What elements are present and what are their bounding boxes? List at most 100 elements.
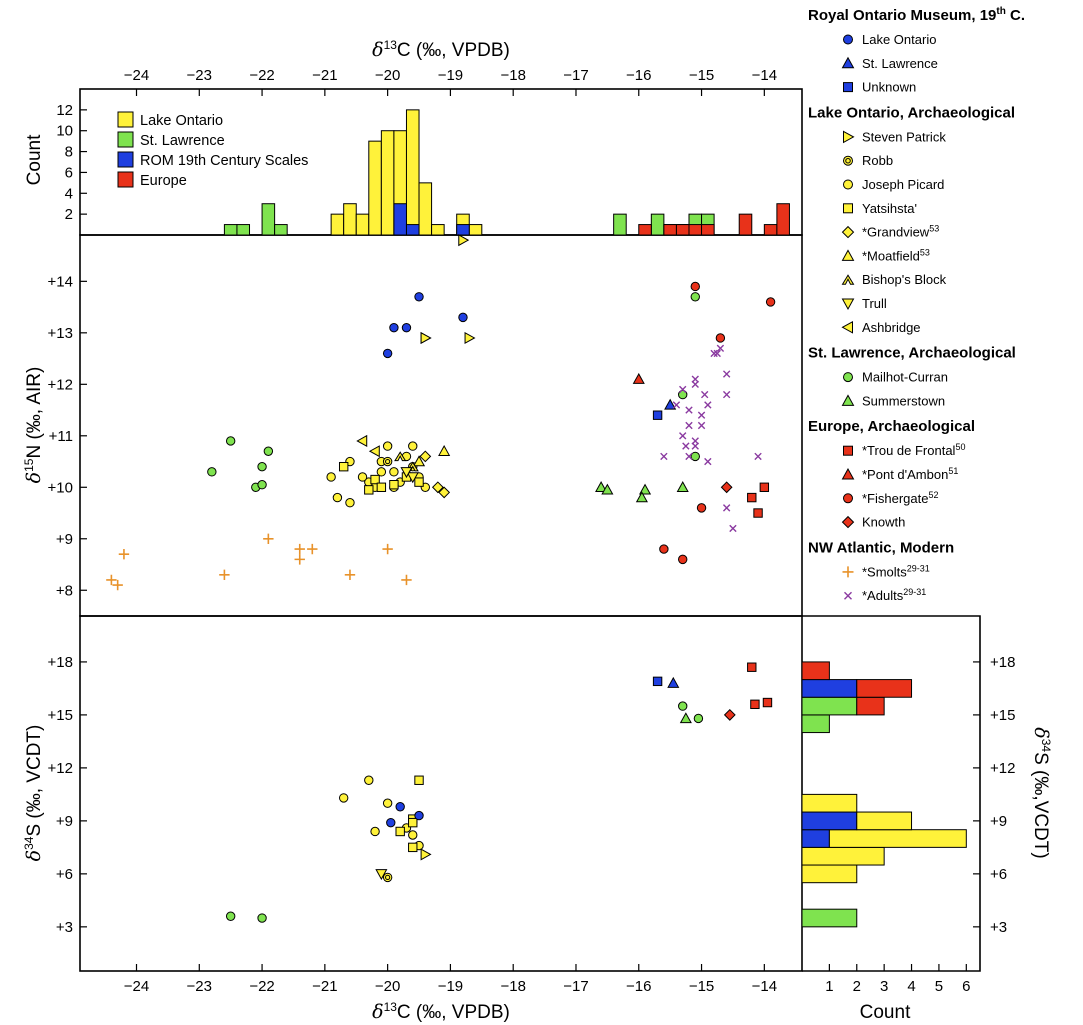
- nitrogen-axis-title: δ15N (‰, AIR): [22, 367, 45, 484]
- data-point-mailhot: [257, 461, 267, 472]
- data-point-yats: [414, 775, 424, 785]
- data-point-trull: [400, 467, 413, 479]
- data-point-yats: [389, 480, 399, 490]
- data-point-adult: [672, 401, 681, 409]
- data-point-knowth: [720, 481, 733, 494]
- legend-swatch-lake-ontario: [117, 111, 134, 128]
- data-point-grand: [438, 486, 451, 499]
- y-tick-label-sulfur-right: +3: [990, 919, 1007, 936]
- data-point-lo-rom: [458, 312, 468, 323]
- data-point-adult: [682, 442, 690, 450]
- data-point-adult: [710, 349, 718, 358]
- top-hist-bar: [236, 224, 251, 236]
- right-histogram-frame: [802, 615, 981, 972]
- data-point-joseph: [326, 472, 336, 482]
- data-point-adult: [679, 385, 687, 394]
- x-tick-label-top: −18: [500, 67, 525, 84]
- data-point-summers: [601, 483, 614, 495]
- y-tick-label-count: 10: [56, 123, 73, 140]
- legend-item-label: *Trou de Frontal50: [862, 442, 965, 458]
- data-point-joseph: [382, 798, 393, 808]
- y-tick-label-sulfur-right: +12: [990, 760, 1015, 777]
- legend-marker-grand: [841, 225, 855, 239]
- y-tick-label-nitrogen: +9: [56, 531, 73, 548]
- data-point-unknown: [652, 410, 663, 420]
- data-point-trou: [747, 492, 757, 503]
- y-tick-label-nitrogen: +13: [48, 325, 73, 342]
- data-point-trou: [759, 482, 770, 492]
- data-point-lo-rom: [414, 292, 424, 302]
- legend-section-heading: Royal Ontario Museum, 19th C.: [808, 6, 1025, 24]
- data-point-smolt: [112, 579, 123, 591]
- data-point-yats: [408, 842, 418, 853]
- data-point-smolt: [307, 543, 318, 555]
- data-point-mailhot: [690, 451, 700, 462]
- legend-section-heading: St. Lawrence, Archaeological: [808, 345, 1016, 362]
- top-hist-bar: [405, 109, 420, 236]
- data-point-smolt: [263, 533, 274, 544]
- data-point-summers: [595, 481, 608, 492]
- x-tick-label-bottom: −14: [752, 978, 777, 995]
- data-point-joseph: [370, 826, 380, 837]
- data-point-joseph: [389, 467, 399, 477]
- right-hist-bar: [801, 714, 830, 734]
- data-point-adult: [691, 375, 699, 383]
- top-hist-bar: [701, 224, 715, 236]
- data-point-joseph: [338, 793, 349, 803]
- data-point-mailhot: [207, 467, 217, 477]
- top-hist-bar: [405, 224, 420, 236]
- data-point-smolt: [219, 569, 230, 581]
- top-hist-bar: [355, 213, 370, 236]
- right-hist-bar: [801, 679, 858, 698]
- data-point-joseph: [332, 492, 343, 503]
- data-point-smolt: [294, 543, 305, 555]
- data-point-mailhot: [225, 911, 236, 921]
- data-point-joseph: [408, 830, 418, 840]
- legend-marker-unknown: [843, 82, 853, 93]
- legend-section-heading: Lake Ontario, Archaeological: [808, 104, 1015, 121]
- x-tick-label-top: −22: [249, 67, 274, 84]
- legend-item-label: Trull: [862, 296, 887, 311]
- right-hist-bar: [856, 696, 885, 716]
- data-point-mailhot: [693, 713, 704, 724]
- data-point-adult: [722, 390, 731, 399]
- legend-item-label: Steven Patrick: [862, 129, 946, 144]
- legend-section-heading: NW Atlantic, Modern: [808, 539, 954, 556]
- data-point-adult: [660, 452, 668, 461]
- y-tick-label-sulfur-right: +9: [990, 813, 1007, 830]
- data-point-smolt: [118, 549, 130, 560]
- legend-marker-pont: [841, 467, 855, 480]
- y-tick-label-nitrogen: +14: [48, 273, 73, 290]
- data-point-lo-rom: [389, 322, 399, 333]
- legend-swatch-st-lawrence: [117, 131, 134, 148]
- legend-item-label: *Fishergate52: [862, 490, 939, 506]
- top-hist-bar: [763, 224, 778, 236]
- x-tick-label-bottom: −18: [500, 978, 525, 995]
- legend-swatch-europe: [117, 171, 134, 188]
- data-point-moat: [412, 455, 426, 467]
- data-point-steven: [420, 331, 432, 345]
- data-point-adult: [685, 421, 693, 430]
- legend-item-label: Knowth: [862, 515, 905, 530]
- y-tick-label-sulfur: +6: [56, 866, 73, 883]
- x-tick-label-bottom: −24: [124, 978, 149, 995]
- right-hist-bar: [801, 811, 858, 831]
- legend-marker-fisher: [843, 493, 853, 504]
- data-point-smolt: [382, 543, 393, 555]
- y-tick-label-sulfur: +15: [48, 707, 73, 724]
- y-tick-label-sulfur: +18: [48, 654, 73, 671]
- data-point-adult: [697, 411, 706, 419]
- right-hist-bar: [801, 829, 830, 848]
- top-hist-bar: [431, 224, 445, 236]
- legend-item-label: St. Lawrence: [862, 56, 938, 71]
- right-hist-bar: [801, 793, 858, 813]
- legend-marker-trull: [841, 298, 855, 311]
- x-tick-label-bottom: −22: [249, 978, 274, 995]
- y-tick-label-sulfur: +9: [56, 813, 73, 830]
- x-tick-label-count: 2: [853, 978, 861, 995]
- data-point-trull: [375, 869, 388, 881]
- data-point-robb: [382, 872, 393, 883]
- y-tick-label-sulfur: +12: [48, 760, 73, 777]
- top-hist-bar: [368, 140, 382, 236]
- top-hist-bar: [343, 203, 357, 236]
